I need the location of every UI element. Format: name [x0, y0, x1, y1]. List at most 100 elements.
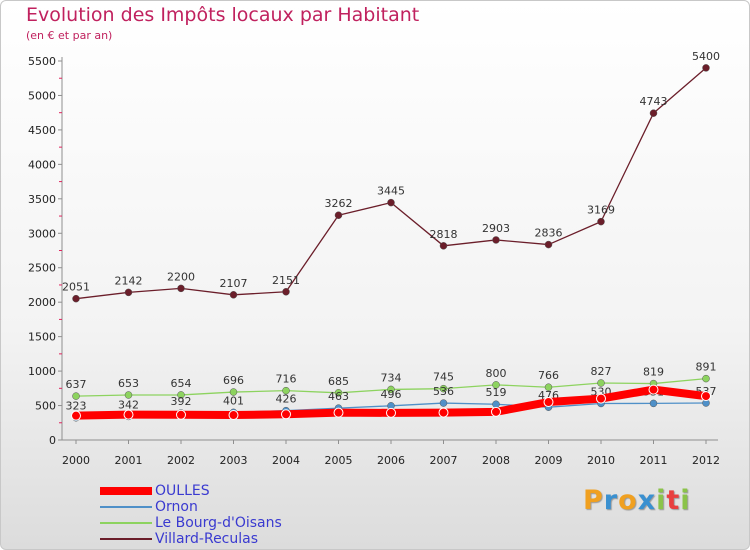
data-label-ornon-2005: 463 [328, 390, 349, 403]
point-le-bourg-d-oisans-2005 [334, 389, 343, 397]
point-villard-reculas-2002 [177, 284, 185, 293]
point-le-bourg-d-oisans-2007 [439, 384, 448, 393]
point-villard-reculas-2010 [597, 217, 605, 226]
data-label-le-bourg-d-oisans-2011: 819 [643, 366, 664, 379]
data-label-villard-reculas-2000: 2051 [62, 281, 90, 294]
point-le-bourg-d-oisans-2009 [544, 383, 553, 391]
point-villard-reculas-2009 [544, 240, 553, 249]
data-label-le-bourg-d-oisans-2002: 654 [171, 377, 192, 390]
point-le-bourg-d-oisans-2012 [702, 374, 710, 383]
proxiti-logo: Proxiti [583, 485, 691, 516]
x-tick-label-2000: 2000 [62, 454, 90, 467]
data-label-le-bourg-d-oisans-2004: 716 [276, 373, 297, 386]
series-line-villard-reculas [75, 67, 707, 300]
point-le-bourg-d-oisans-2010 [597, 379, 605, 387]
x-tick-label-2002: 2002 [167, 454, 195, 467]
point-villard-reculas-2012 [702, 64, 710, 72]
point-ornon-2011 [649, 399, 658, 408]
logo-letter: x [637, 485, 657, 516]
data-label-ornon-2002: 392 [171, 395, 192, 408]
logo-letter: i [680, 485, 691, 516]
data-label-ornon-2008: 519 [486, 386, 507, 399]
data-label-le-bourg-d-oisans-2010: 827 [591, 365, 612, 378]
data-label-villard-reculas-2006: 3445 [377, 185, 405, 198]
point-le-bourg-d-oisans-2001 [124, 391, 133, 399]
point-villard-reculas-2003 [229, 291, 238, 299]
y-tick-label-3000: 3000 [28, 227, 56, 240]
point-oulles-2001 [123, 409, 134, 420]
data-label-villard-reculas-2011: 4743 [640, 95, 668, 108]
legend-label-le-bourg-doisans: Le Bourg-d'Oisans [155, 515, 282, 531]
data-label-villard-reculas-2012: 5400 [692, 50, 720, 63]
point-villard-reculas-2011 [649, 109, 658, 117]
data-label-le-bourg-d-oisans-2000: 637 [66, 378, 87, 391]
legend-item-le-bourg-doisans: Le Bourg-d'Oisans [100, 515, 360, 531]
data-label-villard-reculas-2002: 2200 [167, 270, 195, 283]
x-tick-label-2006: 2006 [377, 454, 405, 467]
data-label-villard-reculas-2001: 2142 [115, 274, 143, 287]
point-oulles-2000 [71, 410, 81, 421]
point-le-bourg-d-oisans-2004 [282, 386, 290, 395]
x-tick-label-2012: 2012 [692, 454, 720, 467]
logo-letter: t [666, 485, 681, 516]
data-label-le-bourg-d-oisans-2003: 696 [223, 374, 244, 387]
data-label-villard-reculas-2009: 2836 [535, 227, 563, 240]
data-label-villard-reculas-2008: 2903 [482, 222, 510, 235]
logo-letter: i [656, 485, 667, 516]
point-oulles-2009 [543, 397, 554, 408]
point-villard-reculas-2001 [124, 288, 133, 297]
data-label-villard-reculas-2004: 2151 [272, 274, 300, 287]
legend-label-oulles: OULLES [155, 483, 210, 499]
point-oulles-2004 [281, 409, 291, 420]
point-ornon-2007 [439, 399, 448, 407]
point-villard-reculas-2006 [387, 198, 395, 207]
logo-letter: r [603, 485, 619, 516]
y-tick-label-4000: 4000 [28, 158, 56, 171]
data-label-le-bourg-d-oisans-2007: 745 [433, 371, 454, 384]
point-le-bourg-d-oisans-2008 [492, 381, 500, 389]
x-tick-label-2010: 2010 [587, 454, 615, 467]
point-le-bourg-d-oisans-2002 [177, 391, 185, 399]
legend-item-ornon: Ornon [100, 499, 360, 515]
data-label-le-bourg-d-oisans-2006: 734 [381, 371, 402, 384]
y-tick-label-500: 500 [35, 400, 56, 413]
chart-title: Evolution des Impôts locaux par Habitant [26, 4, 420, 26]
y-tick-label-4500: 4500 [28, 124, 56, 137]
legend-swatch-ornon [100, 506, 152, 508]
data-label-ornon-2004: 426 [276, 393, 297, 406]
legend-label-villard-reculas: Villard-Reculas [155, 531, 259, 547]
data-label-villard-reculas-2003: 2107 [220, 277, 248, 290]
x-tick-label-2001: 2001 [115, 454, 143, 467]
point-le-bourg-d-oisans-2003 [229, 388, 238, 396]
data-label-ornon-2001: 342 [118, 398, 139, 411]
point-villard-reculas-2004 [282, 288, 290, 296]
point-le-bourg-d-oisans-2006 [387, 385, 395, 394]
data-label-le-bourg-d-oisans-2001: 653 [118, 377, 139, 390]
legend-swatch-le-bourg-doisans [100, 522, 152, 524]
logo-letter: P [583, 485, 604, 516]
data-label-le-bourg-d-oisans-2009: 766 [538, 369, 559, 382]
data-label-ornon-2006: 496 [381, 388, 402, 401]
legend: OULLES Ornon Le Bourg-d'Oisans Villard-R… [100, 483, 360, 547]
y-tick-label-2000: 2000 [28, 296, 56, 309]
x-tick-label-2008: 2008 [482, 454, 510, 467]
x-tick-label-2004: 2004 [272, 454, 300, 467]
data-label-villard-reculas-2010: 3169 [587, 204, 615, 217]
point-le-bourg-d-oisans-2000 [72, 392, 80, 400]
data-label-le-bourg-d-oisans-2005: 685 [328, 375, 349, 388]
point-oulles-2006 [386, 407, 396, 418]
legend-item-villard-reculas: Villard-Reculas [100, 531, 360, 547]
data-label-ornon-2007: 536 [433, 385, 454, 398]
x-tick-label-2009: 2009 [535, 454, 563, 467]
y-tick-label-0: 0 [49, 434, 56, 447]
data-label-ornon-2000: 323 [66, 400, 87, 413]
x-tick-label-2011: 2011 [640, 454, 668, 467]
x-tick-label-2007: 2007 [430, 454, 458, 467]
point-villard-reculas-2000 [72, 294, 80, 303]
point-oulles-2012 [701, 391, 711, 402]
legend-item-oulles: OULLES [100, 483, 360, 499]
x-tick-label-2005: 2005 [325, 454, 353, 467]
legend-label-ornon: Ornon [155, 499, 198, 515]
